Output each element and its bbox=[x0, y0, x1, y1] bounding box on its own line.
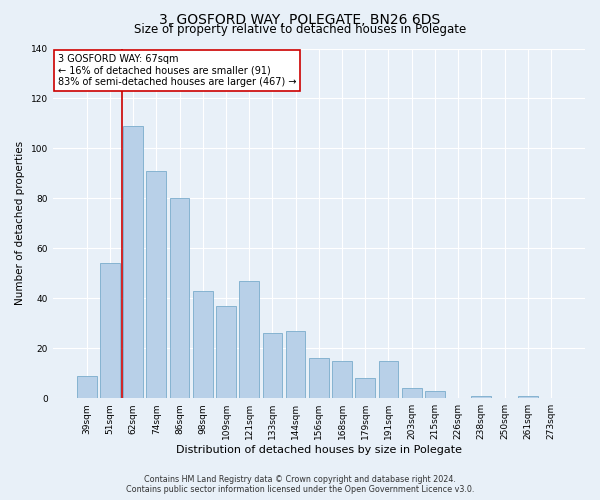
Text: 3 GOSFORD WAY: 67sqm
← 16% of detached houses are smaller (91)
83% of semi-detac: 3 GOSFORD WAY: 67sqm ← 16% of detached h… bbox=[58, 54, 296, 87]
Bar bbox=[518, 396, 538, 398]
Bar bbox=[355, 378, 375, 398]
X-axis label: Distribution of detached houses by size in Polegate: Distribution of detached houses by size … bbox=[176, 445, 462, 455]
Bar bbox=[402, 388, 422, 398]
Bar bbox=[309, 358, 329, 398]
Bar bbox=[239, 281, 259, 398]
Bar bbox=[170, 198, 190, 398]
Bar bbox=[472, 396, 491, 398]
Text: 3, GOSFORD WAY, POLEGATE, BN26 6DS: 3, GOSFORD WAY, POLEGATE, BN26 6DS bbox=[160, 12, 440, 26]
Bar bbox=[123, 126, 143, 398]
Bar bbox=[286, 331, 305, 398]
Text: Contains HM Land Registry data © Crown copyright and database right 2024.
Contai: Contains HM Land Registry data © Crown c… bbox=[126, 474, 474, 494]
Bar bbox=[379, 360, 398, 398]
Bar bbox=[77, 376, 97, 398]
Bar bbox=[332, 360, 352, 398]
Bar bbox=[263, 334, 282, 398]
Y-axis label: Number of detached properties: Number of detached properties bbox=[15, 142, 25, 306]
Bar bbox=[193, 291, 212, 398]
Bar bbox=[216, 306, 236, 398]
Text: Size of property relative to detached houses in Polegate: Size of property relative to detached ho… bbox=[134, 22, 466, 36]
Bar bbox=[146, 171, 166, 398]
Bar bbox=[100, 264, 120, 398]
Bar bbox=[425, 390, 445, 398]
